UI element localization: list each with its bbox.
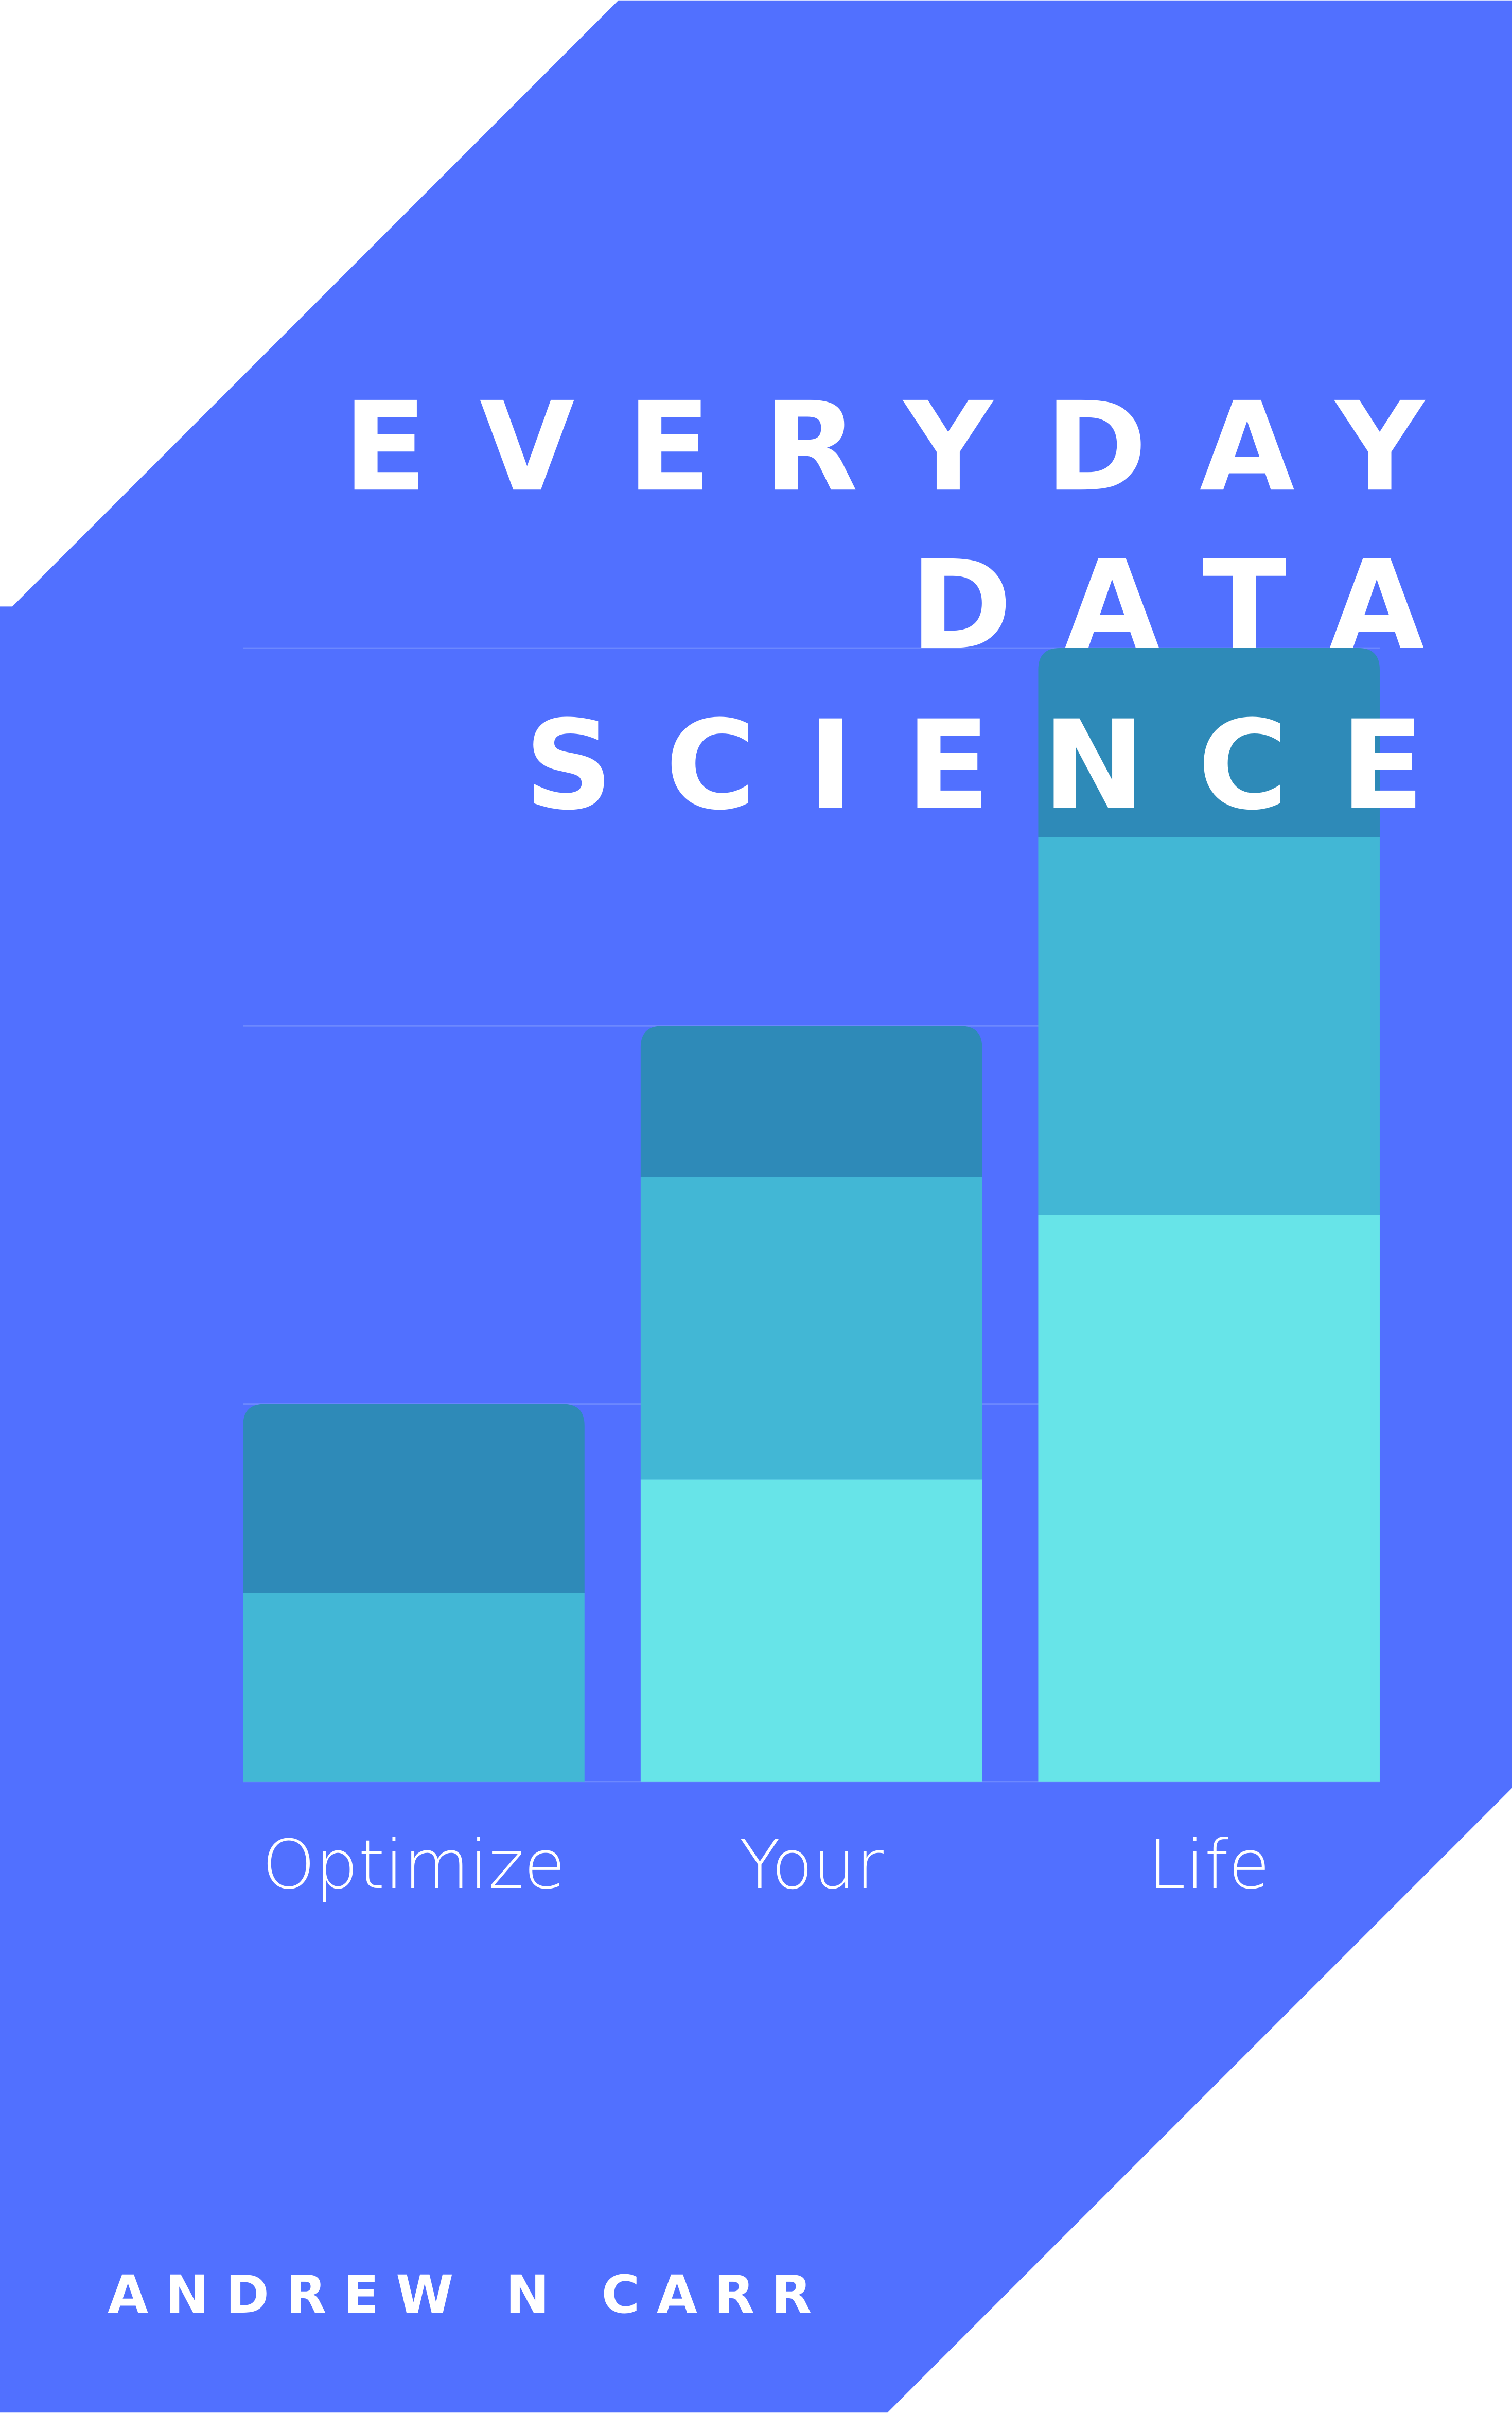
bar-segment (640, 1177, 982, 1480)
category-label: Your (739, 1826, 884, 1904)
bar-segment (1038, 648, 1380, 837)
author: ANDREW N CARR (108, 2264, 829, 2325)
title-line: DATA (910, 534, 1476, 677)
bar-segment (243, 1404, 585, 1593)
title-line: EVERYDAY (343, 376, 1477, 519)
bar-segment (243, 1593, 585, 1782)
category-label: Optimize (262, 1826, 566, 1904)
plot: Optimize Your Life (243, 647, 1380, 1904)
bar-segment (640, 1026, 982, 1178)
bar-segment (640, 1479, 982, 1782)
category-label: Life (1148, 1826, 1270, 1904)
title-line: SCIENCE (524, 694, 1476, 837)
bar-segment (1038, 837, 1380, 1215)
bar-segment (1038, 1215, 1380, 1782)
